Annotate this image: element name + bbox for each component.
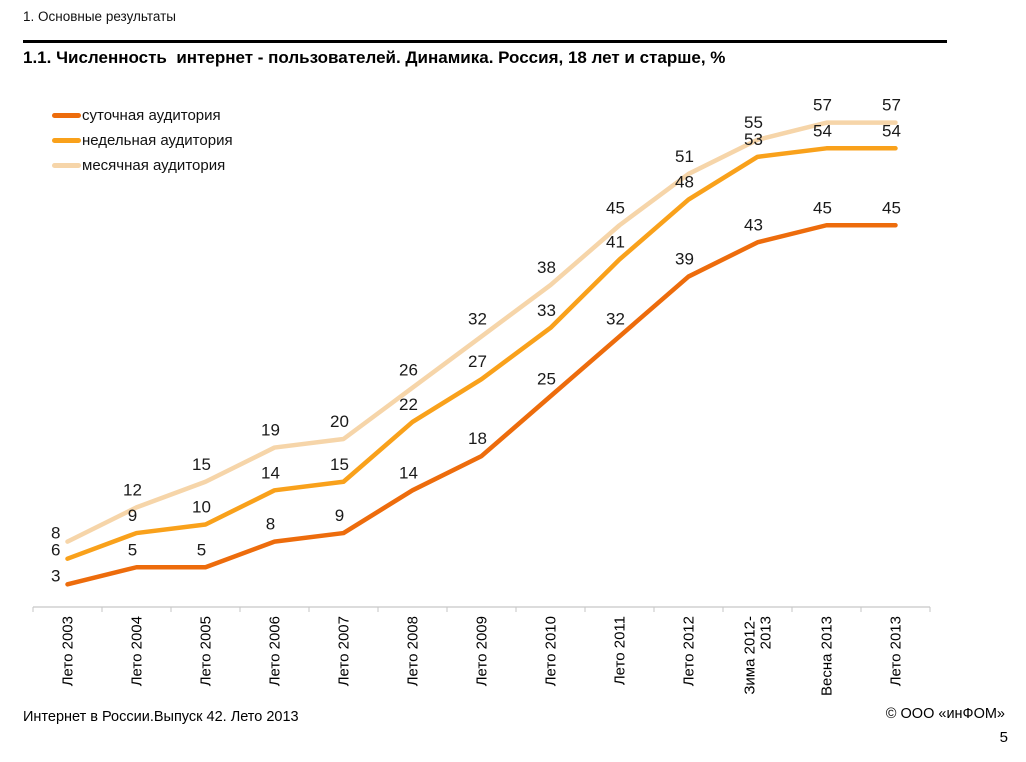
monthly-line-swatch-icon	[52, 163, 81, 168]
section-header: 1. Основные результаты	[23, 9, 177, 24]
x-axis-label: Лето 2005	[198, 616, 215, 686]
footer-source: Интернет в России.Выпуск 42. Лето 2013	[23, 709, 299, 725]
data-label-daily: 45	[882, 198, 901, 217]
legend-item-daily: суточная аудитория	[52, 107, 233, 124]
data-label-weekly: 53	[744, 130, 763, 149]
data-label-monthly: 12	[123, 480, 142, 499]
data-label-weekly: 41	[606, 232, 625, 251]
data-label-weekly: 33	[537, 301, 556, 320]
footer-copyright: © ООО «инФОМ»	[885, 706, 1005, 722]
data-label-daily: 32	[606, 309, 625, 328]
data-label-daily: 3	[51, 566, 60, 585]
x-axis-label: Лето 2003	[60, 616, 77, 686]
data-label-weekly: 9	[128, 506, 137, 525]
x-axis-label: Лето 2010	[543, 616, 560, 686]
data-label-monthly: 26	[399, 361, 418, 380]
data-label-daily: 18	[468, 429, 487, 448]
data-label-weekly: 54	[813, 121, 832, 140]
data-label-daily: 45	[813, 198, 832, 217]
data-label-monthly: 15	[192, 455, 211, 474]
data-label-daily: 8	[266, 515, 275, 534]
x-axis-label: Зима 2012-	[742, 616, 759, 695]
x-axis-label: Весна 2013	[819, 616, 836, 696]
legend-item-monthly: месячная аудитория	[52, 157, 233, 174]
chart-title: 1.1. Численность интернет - пользователе…	[23, 48, 726, 67]
data-label-daily: 14	[399, 463, 418, 482]
data-label-daily: 25	[537, 369, 556, 388]
data-label-monthly: 8	[51, 524, 60, 543]
data-label-monthly: 45	[606, 198, 625, 217]
legend-label-monthly: месячная аудитория	[82, 157, 226, 174]
data-label-monthly: 38	[537, 258, 556, 277]
x-axis-label: Лето 2004	[129, 616, 146, 686]
data-label-monthly: 55	[744, 113, 763, 132]
data-label-daily: 39	[675, 250, 694, 269]
x-axis-label: 2013	[758, 616, 775, 649]
legend-item-weekly: недельная аудитория	[52, 132, 233, 149]
data-label-monthly: 57	[813, 96, 832, 115]
x-axis-label: Лето 2006	[267, 616, 284, 686]
legend-label-daily: суточная аудитория	[82, 107, 221, 124]
x-axis-label: Лето 2011	[612, 616, 629, 685]
data-label-weekly: 14	[261, 463, 280, 482]
data-label-weekly: 54	[882, 121, 901, 140]
data-label-weekly: 6	[51, 541, 60, 560]
series-line-daily	[65, 223, 898, 587]
daily-line-swatch-icon	[52, 113, 81, 118]
series-line-weekly	[65, 146, 898, 561]
data-label-weekly: 10	[192, 498, 211, 517]
weekly-line-swatch-icon	[52, 138, 81, 143]
data-label-weekly: 48	[675, 173, 694, 192]
data-label-monthly: 51	[675, 147, 694, 166]
data-label-weekly: 22	[399, 395, 418, 414]
x-axis-label: Лето 2007	[336, 616, 353, 686]
data-label-daily: 9	[335, 506, 344, 525]
series-line-monthly	[65, 120, 898, 544]
page-number: 5	[999, 729, 1008, 746]
data-label-monthly: 32	[468, 309, 487, 328]
header-rule	[23, 40, 947, 43]
x-axis-label: Лето 2013	[888, 616, 905, 686]
data-label-monthly: 19	[261, 421, 280, 440]
legend-label-weekly: недельная аудитория	[82, 132, 233, 149]
chart-legend: суточная аудитория недельная аудитория м…	[52, 107, 233, 174]
data-label-weekly: 15	[330, 455, 349, 474]
x-axis-label: Лето 2009	[474, 616, 491, 686]
data-label-daily: 43	[744, 215, 763, 234]
x-axis-label: Лето 2008	[405, 616, 422, 686]
data-label-daily: 5	[197, 540, 206, 559]
data-label-monthly: 57	[882, 96, 901, 115]
data-label-monthly: 20	[330, 412, 349, 431]
data-label-daily: 5	[128, 540, 137, 559]
data-label-weekly: 27	[468, 352, 487, 371]
x-axis-label: Лето 2012	[681, 616, 698, 686]
